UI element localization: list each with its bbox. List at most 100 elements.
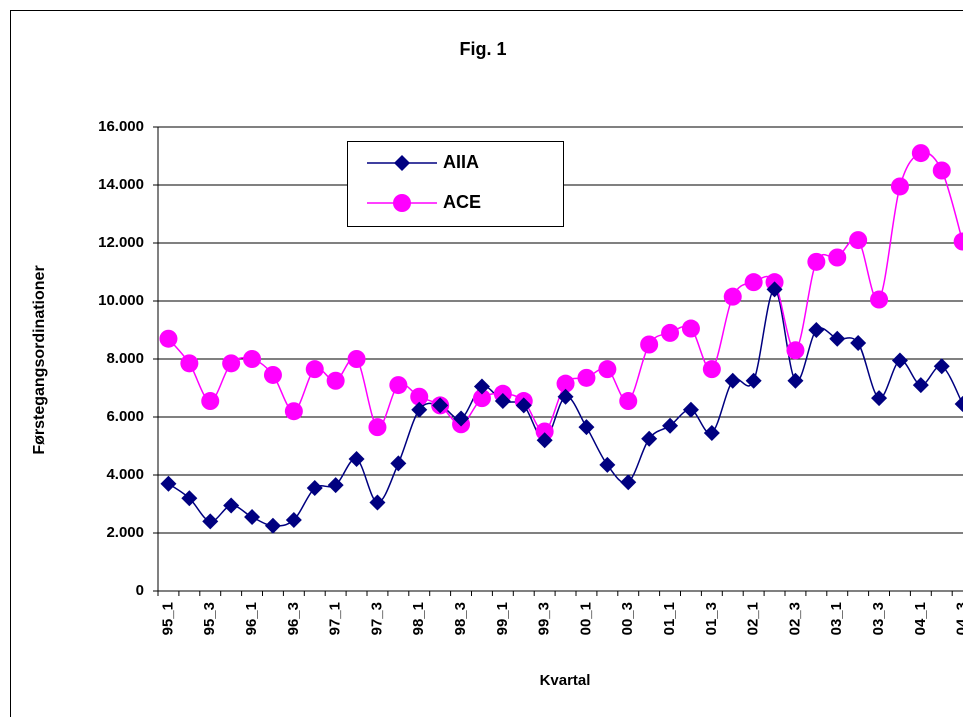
x-tick-label: 00_1 xyxy=(577,602,594,635)
y-axis-label: Førstegangsordinationer xyxy=(31,265,48,454)
legend-marker xyxy=(394,155,410,171)
point xyxy=(244,509,261,526)
point xyxy=(473,378,490,395)
point xyxy=(180,354,199,373)
point xyxy=(202,513,219,530)
point xyxy=(620,474,637,491)
x-tick-label: 97_1 xyxy=(327,602,344,635)
y-tick-label: 14.000 xyxy=(98,176,144,193)
point xyxy=(577,368,596,387)
point xyxy=(640,335,659,354)
x-tick-label: 96_1 xyxy=(243,602,260,635)
point xyxy=(201,392,220,411)
y-tick-label: 2.000 xyxy=(106,524,144,541)
x-tick-label: 95_1 xyxy=(159,602,176,635)
point xyxy=(515,397,532,414)
legend-label: ACE xyxy=(443,192,481,212)
legend-label: AIIA xyxy=(443,152,479,172)
point xyxy=(368,418,387,437)
x-tick-label: 03_1 xyxy=(828,602,845,635)
chart-title: Fig. 1 xyxy=(459,39,506,59)
y-tick-label: 12.000 xyxy=(98,234,144,251)
point xyxy=(263,365,282,384)
point xyxy=(285,511,302,528)
point xyxy=(284,402,303,421)
point xyxy=(702,360,721,379)
point xyxy=(850,335,867,352)
point xyxy=(829,330,846,347)
point xyxy=(410,387,429,406)
point xyxy=(181,490,198,507)
y-tick-label: 16.000 xyxy=(98,118,144,135)
point xyxy=(390,455,407,472)
point xyxy=(453,410,470,427)
point xyxy=(535,422,554,441)
x-tick-label: 00_3 xyxy=(619,602,636,635)
point xyxy=(953,232,963,251)
point xyxy=(599,456,616,473)
chart-frame xyxy=(10,10,963,717)
point xyxy=(160,475,177,492)
x-tick-label: 98_1 xyxy=(410,602,427,635)
point xyxy=(890,177,909,196)
point xyxy=(494,393,511,410)
x-tick-label: 97_3 xyxy=(368,602,385,635)
x-tick-label: 96_3 xyxy=(285,602,302,635)
point xyxy=(703,424,720,441)
y-tick-label: 6.000 xyxy=(106,408,144,425)
x-tick-label: 99_1 xyxy=(494,602,511,635)
y-tick-label: 0 xyxy=(136,582,144,599)
legend-marker xyxy=(393,194,411,212)
point xyxy=(264,517,281,534)
point xyxy=(870,290,889,309)
x-tick-label: 03_3 xyxy=(870,602,887,635)
point xyxy=(472,389,491,408)
point xyxy=(786,341,805,360)
point xyxy=(641,430,658,447)
x-tick-label: 02_3 xyxy=(786,602,803,635)
point xyxy=(661,323,680,342)
point xyxy=(724,372,741,389)
x-tick-label: 01_3 xyxy=(703,602,720,635)
point xyxy=(243,350,262,368)
point xyxy=(348,451,365,468)
point xyxy=(828,248,847,267)
point xyxy=(932,161,951,180)
point xyxy=(389,376,408,395)
point xyxy=(807,252,826,271)
x-tick-label: 01_1 xyxy=(661,602,678,635)
point xyxy=(787,372,804,389)
point xyxy=(954,395,963,412)
point xyxy=(662,417,679,434)
series-line xyxy=(168,288,963,527)
y-tick-label: 10.000 xyxy=(98,292,144,309)
point xyxy=(347,350,366,368)
point xyxy=(578,419,595,436)
point xyxy=(808,322,825,338)
point xyxy=(557,388,574,405)
point xyxy=(849,231,868,250)
point xyxy=(159,329,178,348)
point xyxy=(745,372,762,389)
x-tick-label: 02_1 xyxy=(745,602,762,635)
point xyxy=(305,360,324,379)
point xyxy=(598,360,617,379)
point xyxy=(766,281,783,298)
y-tick-label: 8.000 xyxy=(106,350,144,367)
point xyxy=(327,477,344,494)
point xyxy=(306,480,323,497)
point xyxy=(871,390,888,407)
point xyxy=(912,377,929,394)
x-tick-label: 04_3 xyxy=(954,602,963,635)
point xyxy=(222,354,241,373)
y-tick-label: 4.000 xyxy=(106,466,144,483)
x-tick-label: 99_3 xyxy=(536,602,553,635)
point xyxy=(933,358,950,375)
x-tick-label: 95_3 xyxy=(201,602,218,635)
x-tick-label: 04_1 xyxy=(912,602,929,635)
legend-box xyxy=(347,141,564,227)
point xyxy=(911,144,930,163)
point xyxy=(723,287,742,306)
point xyxy=(556,374,575,393)
